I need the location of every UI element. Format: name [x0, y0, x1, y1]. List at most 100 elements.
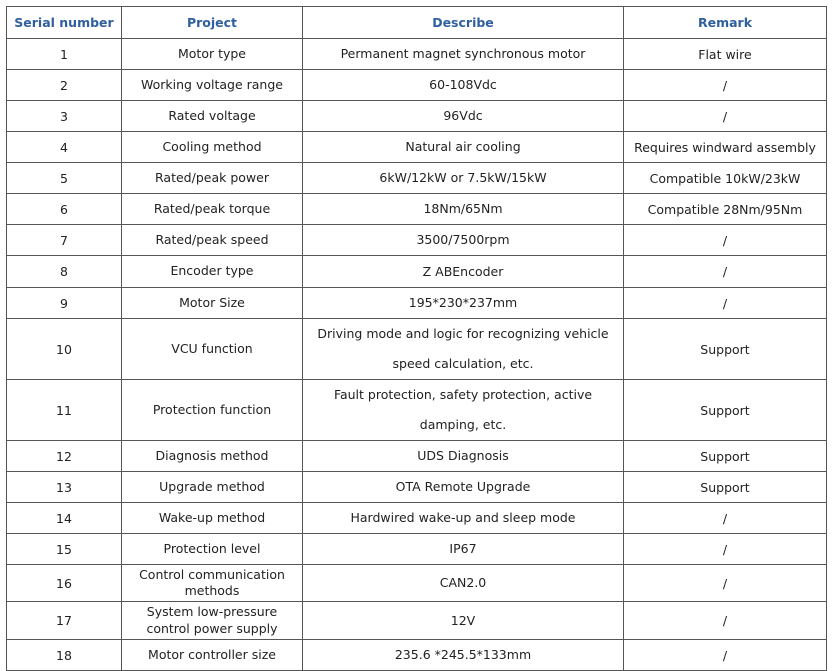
- table-row: 5 Rated/peak power 6kW/12kW or 7.5kW/15kW C…: [6, 162, 827, 194]
- table-cell: Support: [623, 440, 827, 472]
- cell-text: Working voltage range: [141, 76, 283, 92]
- cell-text: Cooling method: [162, 138, 262, 154]
- table-cell: Support: [623, 379, 827, 441]
- table-cell: Rated/peak speed: [121, 224, 303, 256]
- table-cell: /: [623, 224, 827, 256]
- table-cell: Z ABEncoder: [302, 255, 624, 288]
- table-row: 13 Upgrade method OTA Remote Upgrade Suppor…: [6, 471, 827, 503]
- table-cell: System low-pressure control power supply: [121, 601, 303, 640]
- table-cell: VCU function: [121, 318, 303, 380]
- header-cell: Project: [121, 6, 303, 39]
- cell-text: VCU function: [171, 340, 253, 356]
- table-row: 18 Motor controller size 235.6 *245.5*133m…: [6, 639, 827, 671]
- table-row: 14 Wake-up method Hardwired wake-up and sl…: [6, 502, 827, 534]
- table-cell: 1: [6, 38, 122, 70]
- table-body: 1 Motor type Permanent magnet synchronous …: [6, 38, 827, 671]
- table-cell: Protection level: [121, 533, 303, 565]
- table-cell: Support: [623, 471, 827, 503]
- table-row: 8 Encoder type Z ABEncoder /: [6, 255, 827, 288]
- table-cell: 6: [6, 193, 122, 225]
- cell-text: Protection level: [163, 540, 261, 556]
- spec-table: Serial number Project Describe Remark 1 Moto…: [6, 6, 827, 671]
- table-cell: Compatible 28Nm/95Nm: [623, 193, 827, 225]
- cell-text: Rated/peak speed: [155, 231, 269, 247]
- table-cell: CAN2.0: [302, 564, 624, 602]
- table-cell: UDS Diagnosis: [302, 440, 624, 472]
- table-cell: 18Nm/65Nm: [302, 193, 624, 225]
- table-cell: 14: [6, 502, 122, 534]
- table-cell: Compatible 10kW/23kW: [623, 162, 827, 194]
- cell-text: Motor type: [177, 45, 247, 61]
- table-cell: IP67: [302, 533, 624, 565]
- table-row: 15 Protection level IP67/: [6, 533, 827, 565]
- table-cell: Natural air cooling: [302, 131, 624, 163]
- table-cell: 18: [6, 639, 122, 671]
- table-cell: Working voltage range: [121, 69, 303, 101]
- cell-text: Motor Size: [179, 294, 245, 310]
- table-cell: Hardwired wake-up and sleep mode: [302, 502, 624, 534]
- cell-text: Upgrade method: [159, 478, 265, 494]
- table-row: 3 Rated voltage 96Vdc /: [6, 100, 827, 132]
- table-cell: 6kW/12kW or 7.5kW/15kW: [302, 162, 624, 194]
- table-cell: Rated/peak power: [121, 162, 303, 194]
- table-cell: 195*230*237mm: [302, 287, 624, 319]
- table-row: 17 System low-pressure control power supp…: [6, 601, 827, 640]
- cell-text: Rated/peak power: [155, 169, 269, 185]
- table-cell: OTA Remote Upgrade: [302, 471, 624, 503]
- table-cell: Diagnosis method: [121, 440, 303, 472]
- table-cell: /: [623, 639, 827, 671]
- table-cell: Support: [623, 318, 827, 380]
- table-row: 10 VCU function Driving mode and logic for…: [6, 318, 827, 380]
- cell-text: Protection function: [152, 401, 272, 417]
- cell-text: Encoder type: [170, 263, 254, 279]
- table-cell: 17: [6, 601, 122, 640]
- cell-text: Diagnosis method: [155, 447, 269, 463]
- table-cell: Protection function: [121, 379, 303, 441]
- table-cell: /: [623, 255, 827, 288]
- cell-text: Rated/peak torque: [153, 200, 271, 216]
- table-cell: 16: [6, 564, 122, 602]
- table-row: 16 Control communication methods CAN2.0/: [6, 564, 827, 602]
- header-cell: Describe: [302, 6, 624, 39]
- table-cell: Rated/peak torque: [121, 193, 303, 225]
- table-cell: 235.6 *245.5*133mm: [302, 639, 624, 671]
- table-cell: 2: [6, 69, 122, 101]
- table-cell: Encoder type: [121, 255, 303, 288]
- table-cell: 12: [6, 440, 122, 472]
- table-cell: 11: [6, 379, 122, 441]
- table-cell: /: [623, 287, 827, 319]
- table-cell: 3: [6, 100, 122, 132]
- cell-text: System low-pressure control power supply: [146, 604, 278, 636]
- table-cell: Motor controller size: [121, 639, 303, 671]
- table-cell: /: [623, 564, 827, 602]
- table-row: 11 Protection function Fault protection, s…: [6, 379, 827, 441]
- table-cell: 9: [6, 287, 122, 319]
- table-row: 9 Motor Size 195*230*237mm /: [6, 287, 827, 319]
- cell-text: Motor controller size: [148, 646, 276, 662]
- table-cell: /: [623, 533, 827, 565]
- table-cell: 15: [6, 533, 122, 565]
- table-cell: Motor Size: [121, 287, 303, 319]
- table-cell: /: [623, 502, 827, 534]
- table-cell: /: [623, 100, 827, 132]
- table-cell: 5: [6, 162, 122, 194]
- cell-text: Rated voltage: [168, 107, 256, 123]
- table-cell: Driving mode and logic for recognizing v…: [302, 318, 624, 380]
- cell-text: Wake-up method: [158, 509, 266, 525]
- cell-text: Control communication methods: [139, 566, 285, 598]
- table-cell: Rated voltage: [121, 100, 303, 132]
- table-cell: 3500/7500rpm: [302, 224, 624, 256]
- table-cell: 13: [6, 471, 122, 503]
- header-cell: Remark: [623, 6, 827, 39]
- table-cell: Requires windward assembly: [623, 131, 827, 163]
- header-cell: Serial number: [6, 6, 122, 39]
- table-cell: /: [623, 601, 827, 640]
- table-cell: Upgrade method: [121, 471, 303, 503]
- table-row: 7 Rated/peak speed 3500/7500rpm /: [6, 224, 827, 256]
- table-cell: 4: [6, 131, 122, 163]
- table-cell: Cooling method: [121, 131, 303, 163]
- table-cell: Wake-up method: [121, 502, 303, 534]
- table-cell: Motor type: [121, 38, 303, 70]
- page: Serial number Project Describe Remark 1 Moto…: [6, 6, 827, 671]
- table-row: 4 Cooling method Natural air cooling Requir…: [6, 131, 827, 163]
